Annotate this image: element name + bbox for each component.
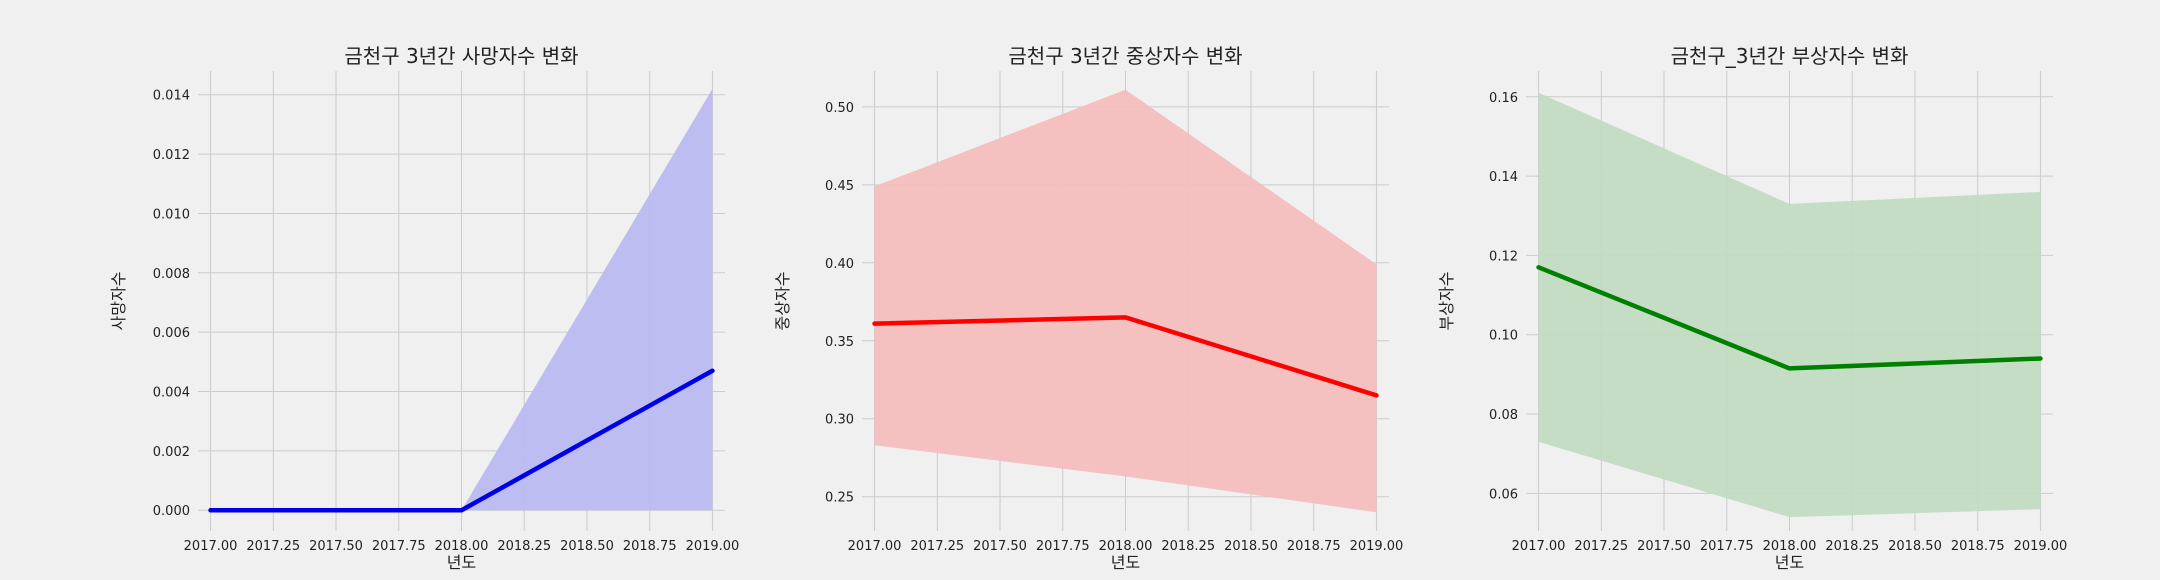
x-tick-label: 2017.50 (309, 539, 363, 554)
y-tick-label: 0.50 (825, 101, 854, 116)
y-tick-label: 0.000 (153, 504, 190, 519)
x-tick-label: 2019.00 (1350, 539, 1404, 554)
x-axis-label: 년도 (1111, 553, 1140, 572)
y-tick-label: 0.45 (825, 179, 854, 194)
x-tick-label: 2017.00 (1512, 539, 1566, 554)
x-tick-label: 2018.50 (1888, 539, 1942, 554)
x-tick-label: 2018.25 (497, 539, 551, 554)
chart-title: 금천구_3년간 부상자수 변화 (1671, 44, 1909, 68)
y-axis-label: 중상자수 (773, 272, 792, 331)
y-tick-label: 0.002 (153, 445, 190, 460)
y-tick-label: 0.14 (1489, 170, 1518, 185)
x-tick-label: 2018.25 (1161, 539, 1215, 554)
y-tick-label: 0.35 (825, 335, 854, 350)
y-tick-label: 0.08 (1489, 408, 1518, 423)
x-tick-label: 2018.00 (435, 539, 489, 554)
chart-panel-1: 2017.00 2017.25 2017.50 2017.75 2018.00 2018.… (109, 44, 739, 572)
chart-title: 금천구 3년간 중상자수 변화 (1008, 44, 1242, 68)
y-tick-label: 0.10 (1489, 329, 1518, 344)
x-tick-label: 2018.75 (1287, 539, 1341, 554)
y-tick-label: 0.012 (153, 148, 190, 163)
confidence-band (875, 90, 1377, 513)
y-tick-label: 0.006 (153, 326, 190, 341)
y-tick-label: 0.014 (153, 89, 190, 104)
y-tick-label: 0.06 (1489, 487, 1518, 502)
x-tick-label: 2017.25 (246, 539, 300, 554)
x-tick-label: 2018.00 (1763, 539, 1817, 554)
chart-panel-2: 2017.00 2017.25 2017.50 2017.75 2018.00 2018.… (773, 44, 1403, 572)
x-tick-label: 2017.25 (1574, 539, 1628, 554)
x-axis-label: 년도 (1775, 553, 1804, 572)
x-tick-label: 2017.00 (184, 539, 238, 554)
x-tick-label: 2017.75 (1700, 539, 1754, 554)
x-axis-label: 년도 (447, 553, 476, 572)
x-tick-label: 2017.50 (1637, 539, 1691, 554)
x-tick-label: 2018.50 (1224, 539, 1278, 554)
y-tick-label: 0.004 (153, 386, 190, 401)
x-tick-label: 2018.50 (560, 539, 614, 554)
x-tick-label: 2017.75 (1036, 539, 1090, 554)
y-tick-label: 0.25 (825, 491, 854, 506)
y-tick-label: 0.008 (153, 267, 190, 282)
y-tick-label: 0.40 (825, 257, 854, 272)
y-tick-label: 0.30 (825, 413, 854, 428)
y-tick-label: 0.16 (1489, 91, 1518, 106)
x-tick-label: 2017.75 (372, 539, 426, 554)
x-tick-label: 2018.00 (1099, 539, 1153, 554)
y-tick-label: 0.12 (1489, 249, 1518, 264)
chart-title: 금천구 3년간 사망자수 변화 (344, 44, 578, 68)
x-tick-label: 2017.50 (973, 539, 1027, 554)
y-axis-label: 사망자수 (109, 272, 128, 331)
x-tick-label: 2017.00 (848, 539, 902, 554)
y-axis-label: 부상자수 (1437, 272, 1456, 331)
x-tick-label: 2018.25 (1825, 539, 1879, 554)
x-tick-label: 2018.75 (1951, 539, 2005, 554)
x-tick-label: 2019.00 (686, 539, 740, 554)
chart-panel-3: 2017.00 2017.25 2017.50 2017.75 2018.00 2018.… (1437, 44, 2067, 572)
x-tick-label: 2018.75 (623, 539, 677, 554)
y-tick-label: 0.010 (153, 207, 190, 222)
x-tick-label: 2017.25 (910, 539, 964, 554)
x-tick-label: 2019.00 (2014, 539, 2068, 554)
